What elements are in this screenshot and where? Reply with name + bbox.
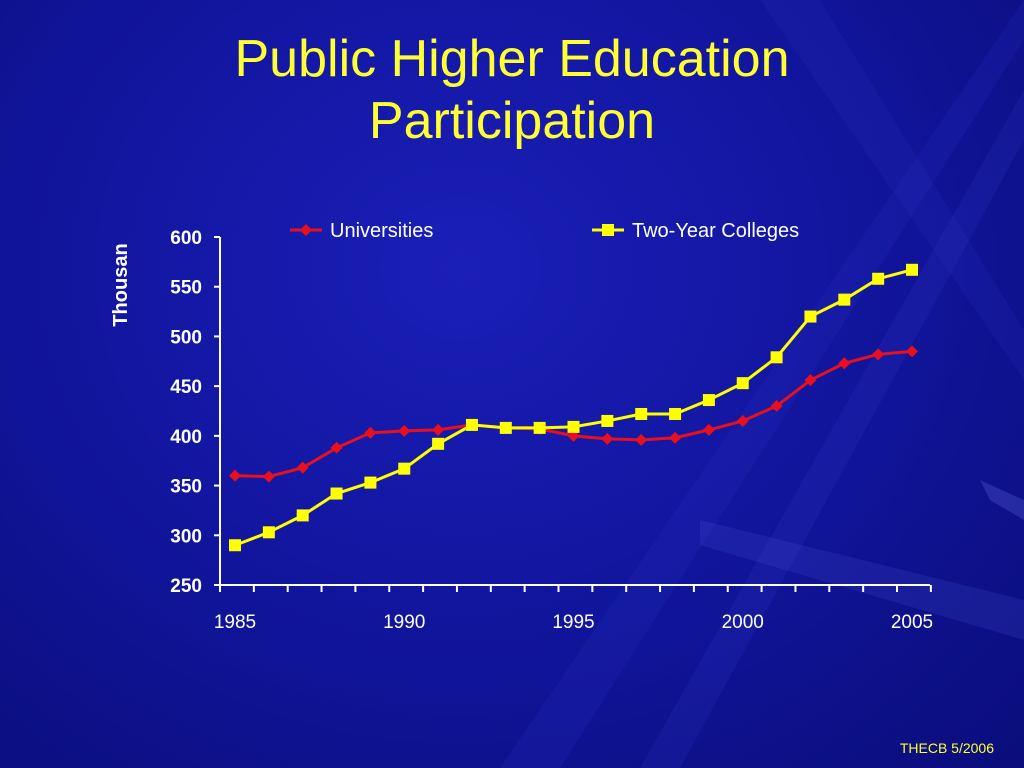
colleges-point-2005 [906, 263, 918, 276]
universities-point-1991 [432, 423, 445, 436]
colleges-point-1995 [567, 420, 580, 433]
colleges-point-2003 [838, 293, 851, 306]
universities-point-2002 [804, 374, 817, 387]
line-chart: 250 300 350 400 450 500 550 600 1985 1990 1995 2000… [110, 220, 933, 633]
y-tick-label-600: 600 [170, 228, 202, 249]
y-tick-label-550: 550 [170, 278, 202, 299]
x-tick-label-1995: 1995 [552, 612, 594, 633]
series-line-0 [234, 349, 913, 479]
universities-point-1990 [398, 424, 411, 437]
colleges-point-1986 [262, 526, 275, 539]
universities-point-1999 [702, 423, 715, 436]
universities-point-2005 [906, 345, 918, 358]
universities-point-1997 [635, 433, 648, 446]
colleges-point-1993 [499, 421, 512, 434]
colleges-point-1990 [398, 462, 411, 475]
y-tick-label-350: 350 [170, 477, 202, 498]
colleges-point-1994 [533, 421, 546, 434]
colleges-point-1997 [635, 407, 648, 420]
slide-title-line1: Public Higher Education [234, 30, 790, 88]
colleges-point-1989 [364, 476, 377, 489]
y-axis-label: Thousan [110, 243, 132, 326]
y-tick-label-500: 500 [170, 327, 202, 348]
colleges-point-1991 [432, 437, 445, 450]
colleges-point-1992 [465, 418, 478, 431]
x-tick-label-2005: 2005 [891, 612, 933, 633]
colleges-point-1987 [296, 509, 309, 522]
x-tick-label-1985: 1985 [214, 612, 256, 633]
colleges-point-1998 [669, 407, 682, 420]
legend-marker-0 [300, 224, 312, 236]
colleges-point-2002 [804, 310, 817, 323]
universities-point-1985 [229, 469, 241, 482]
universities-point-2004 [872, 348, 885, 361]
colleges-point-1988 [330, 487, 343, 500]
universities-point-2003 [838, 357, 851, 370]
colleges-point-2004 [872, 272, 885, 285]
y-tick-label-250: 250 [170, 576, 202, 597]
universities-point-1986 [262, 470, 275, 483]
y-tick-label-450: 450 [170, 377, 202, 398]
colleges-point-2000 [736, 377, 749, 390]
x-tick-label-1990: 1990 [383, 612, 425, 633]
colleges-point-1985 [229, 539, 241, 552]
legend-marker-1 [602, 224, 614, 236]
slide-footer: THECB 5/2006 [899, 740, 994, 756]
universities-point-2000 [736, 414, 749, 427]
universities-point-2001 [770, 400, 783, 413]
legend-label-1: Two-Year Colleges [632, 220, 799, 242]
universities-point-1987 [296, 461, 309, 474]
x-tick-label-2000: 2000 [722, 612, 764, 633]
colleges-point-1996 [601, 414, 614, 427]
slide-title: Public Higher Education Participation [0, 28, 1024, 152]
y-tick-label-300: 300 [170, 526, 202, 547]
colleges-point-1999 [702, 394, 715, 407]
y-tick-label-400: 400 [170, 427, 202, 448]
universities-point-1989 [364, 426, 377, 439]
slide-title-line2: Participation [368, 92, 656, 150]
universities-point-1996 [601, 432, 614, 445]
colleges-point-2001 [770, 351, 783, 364]
universities-point-1988 [330, 441, 343, 454]
legend-label-0: Universities [330, 220, 433, 242]
universities-point-1998 [669, 431, 682, 444]
